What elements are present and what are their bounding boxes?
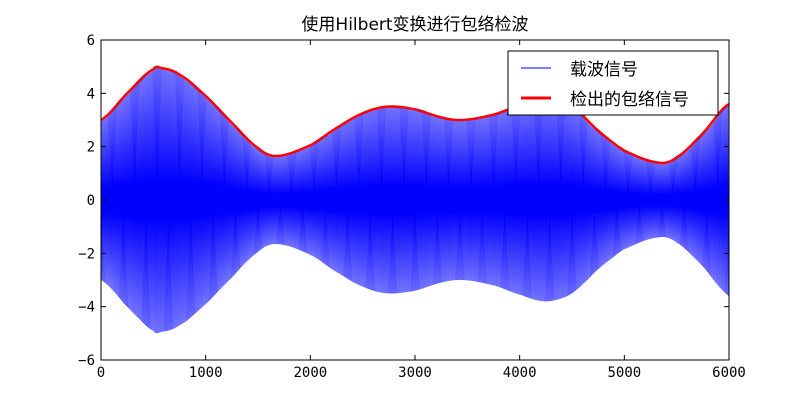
x-tick-label: 5000	[607, 365, 641, 381]
legend-envelope-label: 检出的包络信号	[570, 90, 689, 110]
x-tick-label: 4000	[503, 365, 537, 381]
x-tick-label: 3000	[398, 365, 432, 381]
x-tick-label: 2000	[293, 365, 327, 381]
y-tick-label: 4	[87, 86, 95, 102]
y-tick-label: 2	[87, 140, 95, 156]
y-tick-label: −4	[78, 300, 95, 316]
y-tick-label: 6	[87, 33, 95, 49]
legend-box	[507, 50, 719, 116]
x-tick-label: 1000	[189, 365, 223, 381]
y-tick-label: −6	[78, 353, 95, 369]
x-tick-label: 0	[97, 365, 105, 381]
legend: 载波信号 检出的包络信号	[507, 50, 719, 116]
legend-carrier-label: 载波信号	[570, 60, 638, 80]
chart-title: 使用Hilbert变换进行包络检波	[301, 14, 528, 35]
y-tick-label: −2	[78, 246, 95, 262]
envelope-line	[100, 65, 730, 165]
y-tick-label: 0	[87, 193, 95, 209]
x-tick-label: 6000	[712, 365, 746, 381]
